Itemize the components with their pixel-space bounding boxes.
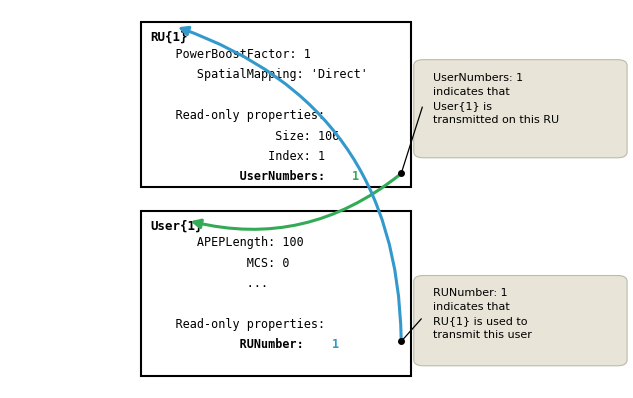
Text: User{1}: User{1} xyxy=(150,219,203,232)
Text: Index: 1: Index: 1 xyxy=(147,150,325,163)
FancyBboxPatch shape xyxy=(414,60,627,158)
Text: SpatialMapping: 'Direct': SpatialMapping: 'Direct' xyxy=(147,68,368,81)
FancyBboxPatch shape xyxy=(141,211,411,376)
Text: RU{1}: RU{1} xyxy=(150,31,188,44)
Text: UserNumbers: 1
indicates that
User{1} is
transmitted on this RU: UserNumbers: 1 indicates that User{1} is… xyxy=(432,72,559,125)
Text: 1: 1 xyxy=(352,170,360,183)
Text: 1: 1 xyxy=(332,338,339,351)
Text: RUNumber: 1
indicates that
RU{1} is used to
transmit this user: RUNumber: 1 indicates that RU{1} is used… xyxy=(432,289,532,340)
Text: PowerBoostFactor: 1: PowerBoostFactor: 1 xyxy=(147,48,311,61)
Text: Size: 106: Size: 106 xyxy=(147,129,339,142)
Text: Read-only properties:: Read-only properties: xyxy=(147,318,325,331)
Text: ...: ... xyxy=(147,277,268,290)
Text: UserNumbers:: UserNumbers: xyxy=(147,170,332,183)
Text: APEPLength: 100: APEPLength: 100 xyxy=(147,236,304,249)
Text: Read-only properties:: Read-only properties: xyxy=(147,109,325,122)
FancyBboxPatch shape xyxy=(141,22,411,187)
Text: MCS: 0: MCS: 0 xyxy=(147,257,289,270)
Text: RUNumber:: RUNumber: xyxy=(147,338,311,351)
FancyBboxPatch shape xyxy=(414,275,627,366)
